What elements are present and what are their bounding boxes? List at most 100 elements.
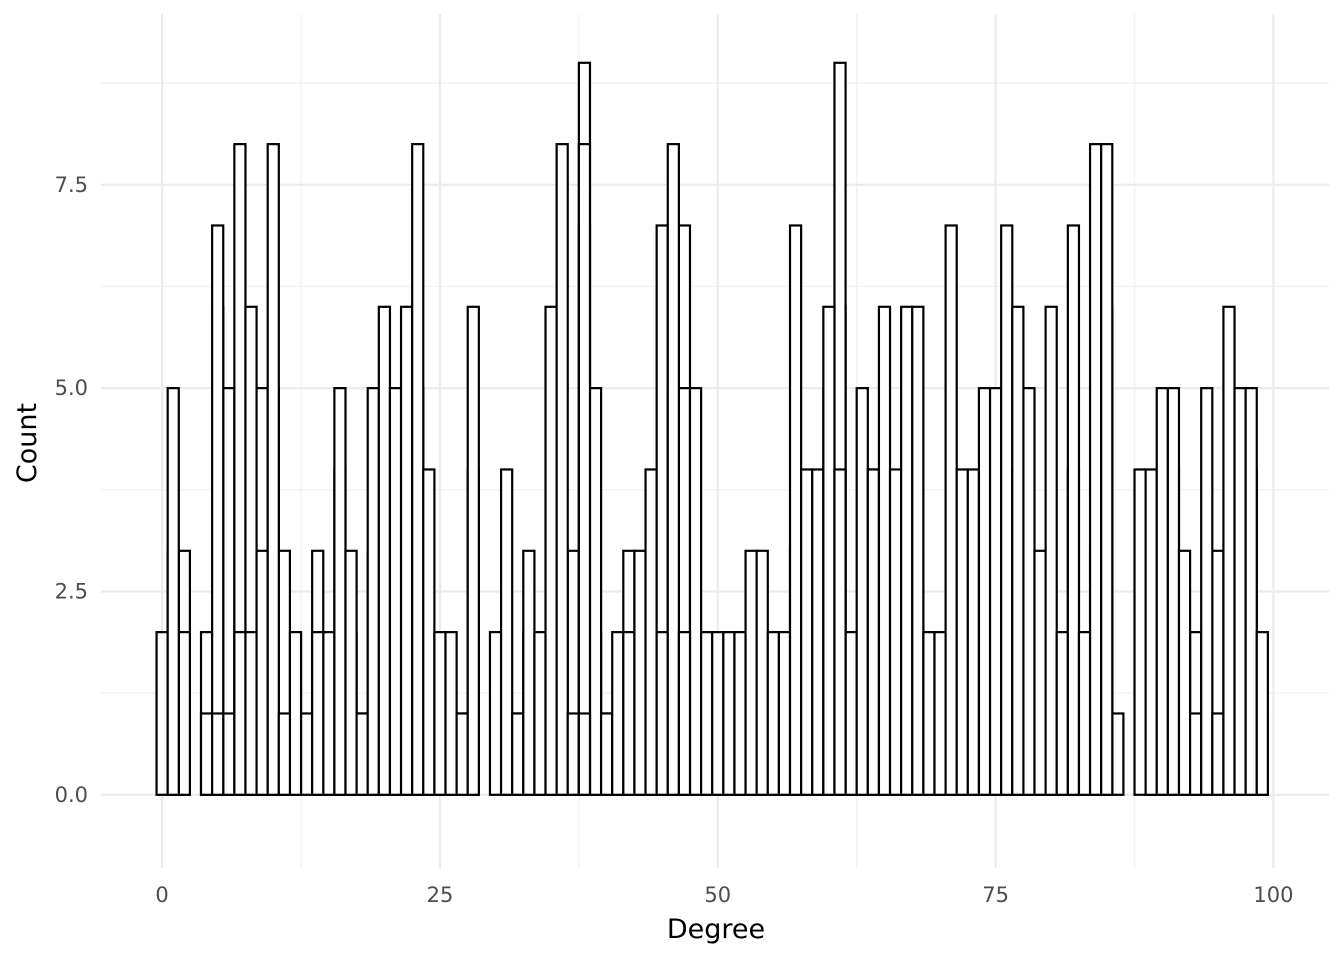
histogram-bar [777,631,792,796]
histogram-bar [255,549,269,796]
y-tick-label: 2.5 [55,579,88,603]
histogram-bar [422,468,436,796]
histogram-bar [1211,712,1225,796]
histogram-bar [244,631,258,796]
x-tick-label: 0 [155,883,168,907]
histogram-bar [299,712,314,796]
histogram-bar [222,712,236,796]
histogram-bar [855,387,869,796]
histogram-bar [166,387,180,796]
histogram-bar [733,631,747,796]
histogram-bar [700,631,714,796]
histogram-bar [1133,468,1147,796]
x-axis-title: Degree [667,914,765,945]
histogram-bar [755,549,769,796]
histogram-bar [566,712,580,796]
histogram-bar [277,712,292,796]
histogram-bar [1177,549,1192,796]
histogram-bar [511,712,525,796]
histogram-bar [888,468,903,796]
histogram-bar [211,712,225,796]
histogram-bar [611,631,625,796]
histogram-bar [288,631,303,796]
histogram-bar [211,224,225,796]
x-tick-label: 25 [427,883,454,907]
y-axis-tick-labels: 0.0 2.5 5.0 7.5 [55,173,88,807]
histogram-bar [722,631,736,796]
histogram-bar [399,305,414,796]
histogram-bar [633,549,647,796]
histogram-bar [1166,387,1181,796]
histogram-bar [711,631,725,796]
histogram-bar [966,468,981,796]
histogram-bar [866,468,881,796]
histogram-bar [311,631,325,796]
histogram-bar [466,305,480,796]
histogram-bar [1188,712,1203,796]
histogram-bar [233,631,247,796]
histogram-bar [1066,224,1081,796]
histogram-bar [677,631,692,796]
histogram-bar [499,468,514,796]
histogram-bar [366,387,380,796]
histogram-bar [655,631,669,796]
x-tick-label: 75 [982,883,1009,907]
x-tick-label: 100 [1253,883,1293,907]
histogram-bar [833,468,847,796]
histogram-bar [1033,549,1047,796]
histogram-bar [544,305,558,796]
x-tick-label: 50 [704,883,731,907]
histogram-bar [433,631,447,796]
histogram-bar [1077,631,1092,796]
histogram-bar [1255,631,1269,796]
histogram-bar [944,224,958,796]
x-axis-tick-labels: 0 25 50 75 100 [155,883,1293,907]
histogram-bar [488,631,503,796]
histogram-bar [1111,712,1125,796]
histogram-bar [811,468,825,796]
histogram-bar [577,712,592,796]
histogram-bar [344,549,358,796]
histogram-bar [577,143,592,796]
histogram-bar [1055,631,1069,796]
histogram-bar [1200,387,1214,796]
histogram-bar [822,305,836,796]
histogram-bar [744,549,758,796]
histogram-bar [355,712,369,796]
histogram-bar [688,387,703,796]
y-tick-label: 0.0 [55,783,88,807]
histogram-bar [1222,305,1236,796]
histogram-bar [155,631,169,796]
histogram-bar [933,631,947,796]
histogram-bar [388,387,403,796]
histogram-bar [533,631,547,796]
histogram-bar [588,387,603,796]
histogram-bar [455,712,469,796]
histogram-bar [844,631,858,796]
histogram-bar [1044,305,1058,796]
histogram-bar [622,631,636,796]
histogram-bar [322,631,336,796]
histogram-bar [766,631,781,796]
histogram-bar [1088,143,1103,796]
histogram-bar [1011,305,1025,796]
histogram-bar [922,631,936,796]
histogram-bar [977,387,992,796]
histogram-bar [555,143,569,796]
histogram-bar [900,305,914,796]
histogram-bar [666,143,680,796]
histogram-bar [644,468,658,796]
histogram-bar [988,387,1003,796]
histogram-bar [1244,387,1258,796]
histogram-bar [599,712,614,796]
y-axis-title: Count [12,403,43,483]
histogram-bar [1144,468,1158,796]
y-tick-label: 7.5 [55,173,88,197]
histogram-bar [1233,387,1247,796]
histogram-bar [877,305,892,796]
histogram-bar [444,631,458,796]
histogram-bar [266,143,280,796]
histogram-bar [1000,224,1014,796]
y-tick-label: 5.0 [55,376,88,400]
